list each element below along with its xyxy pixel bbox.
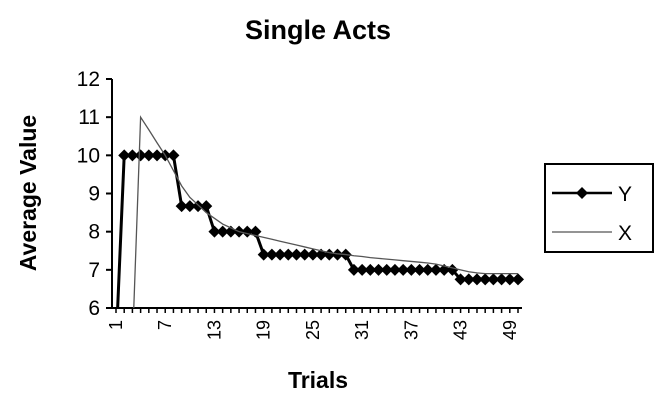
series-y-point (274, 248, 287, 261)
series-y-point (208, 225, 221, 238)
series-x (133, 115, 518, 308)
series-y-point (142, 149, 155, 162)
x-tick-label: 19 (254, 320, 274, 340)
series-y-point (290, 248, 303, 261)
y-tick-label: 9 (88, 183, 100, 206)
chart-title: Single Acts (245, 15, 391, 45)
series-y-point (167, 149, 180, 162)
series-y-line (116, 153, 518, 308)
y-tick-label: 11 (78, 106, 100, 129)
series-y-point (183, 200, 196, 213)
series-y-point (192, 200, 205, 213)
series-y-point (470, 273, 483, 286)
x-tick-label: 7 (155, 320, 175, 330)
x-tick-label: 49 (500, 320, 520, 340)
y-tick-label: 12 (77, 68, 100, 91)
series-y-point (126, 149, 139, 162)
series-y-point (282, 248, 295, 261)
legend-label-y: Y (618, 183, 632, 206)
series-y-point (503, 273, 516, 286)
plot-area: 6 7 8 9 10 11 12 1 7 13 19 25 31 37 43 49 (77, 68, 524, 340)
x-tick-label: 13 (204, 320, 224, 340)
series-y-point (397, 263, 410, 276)
y-tick-label: 7 (88, 259, 100, 282)
series-y-point (356, 263, 369, 276)
series-y-point (134, 149, 147, 162)
series-y-point (413, 263, 426, 276)
legend-marker-y (576, 187, 588, 199)
legend-box (544, 163, 654, 253)
legend-label-x: X (618, 222, 632, 245)
series-x-line (133, 115, 518, 308)
series-y-point (429, 263, 442, 276)
legend: YX (544, 163, 654, 253)
series-y-point (200, 200, 213, 213)
series-y-point (265, 248, 278, 261)
series-y-point (175, 200, 188, 213)
x-tick-label: 25 (303, 320, 323, 340)
series-y-point (347, 263, 360, 276)
series-y-point (372, 263, 385, 276)
series-y-point (495, 273, 508, 286)
series-y-point (421, 263, 434, 276)
y-tick-label: 6 (88, 297, 100, 320)
series-y-point (118, 149, 131, 162)
x-axis-label: Trials (288, 367, 348, 393)
series-y-point (454, 273, 467, 286)
x-tick-label: 37 (401, 320, 421, 340)
series-y-point (462, 273, 475, 286)
y-axis-label: Average Value (15, 115, 41, 271)
series-y-point (487, 273, 500, 286)
series-y-point (512, 273, 524, 286)
x-tick-label: 43 (451, 320, 471, 340)
y-tick-label: 8 (88, 221, 100, 244)
series-y-point (364, 263, 377, 276)
series-y-point (405, 263, 418, 276)
series-y-point (388, 263, 401, 276)
series-y-point (298, 248, 311, 261)
x-tick-label: 31 (352, 320, 372, 340)
series-y (116, 153, 518, 308)
series-y-point (257, 248, 270, 261)
series-y-point (151, 149, 164, 162)
x-tick-label: 1 (106, 320, 126, 330)
series-y-point (331, 248, 344, 261)
y-tick-label: 10 (77, 144, 100, 167)
series-y-point (216, 225, 229, 238)
series-y-point (479, 273, 492, 286)
series-y-point (380, 263, 393, 276)
series-y-point (306, 248, 319, 261)
